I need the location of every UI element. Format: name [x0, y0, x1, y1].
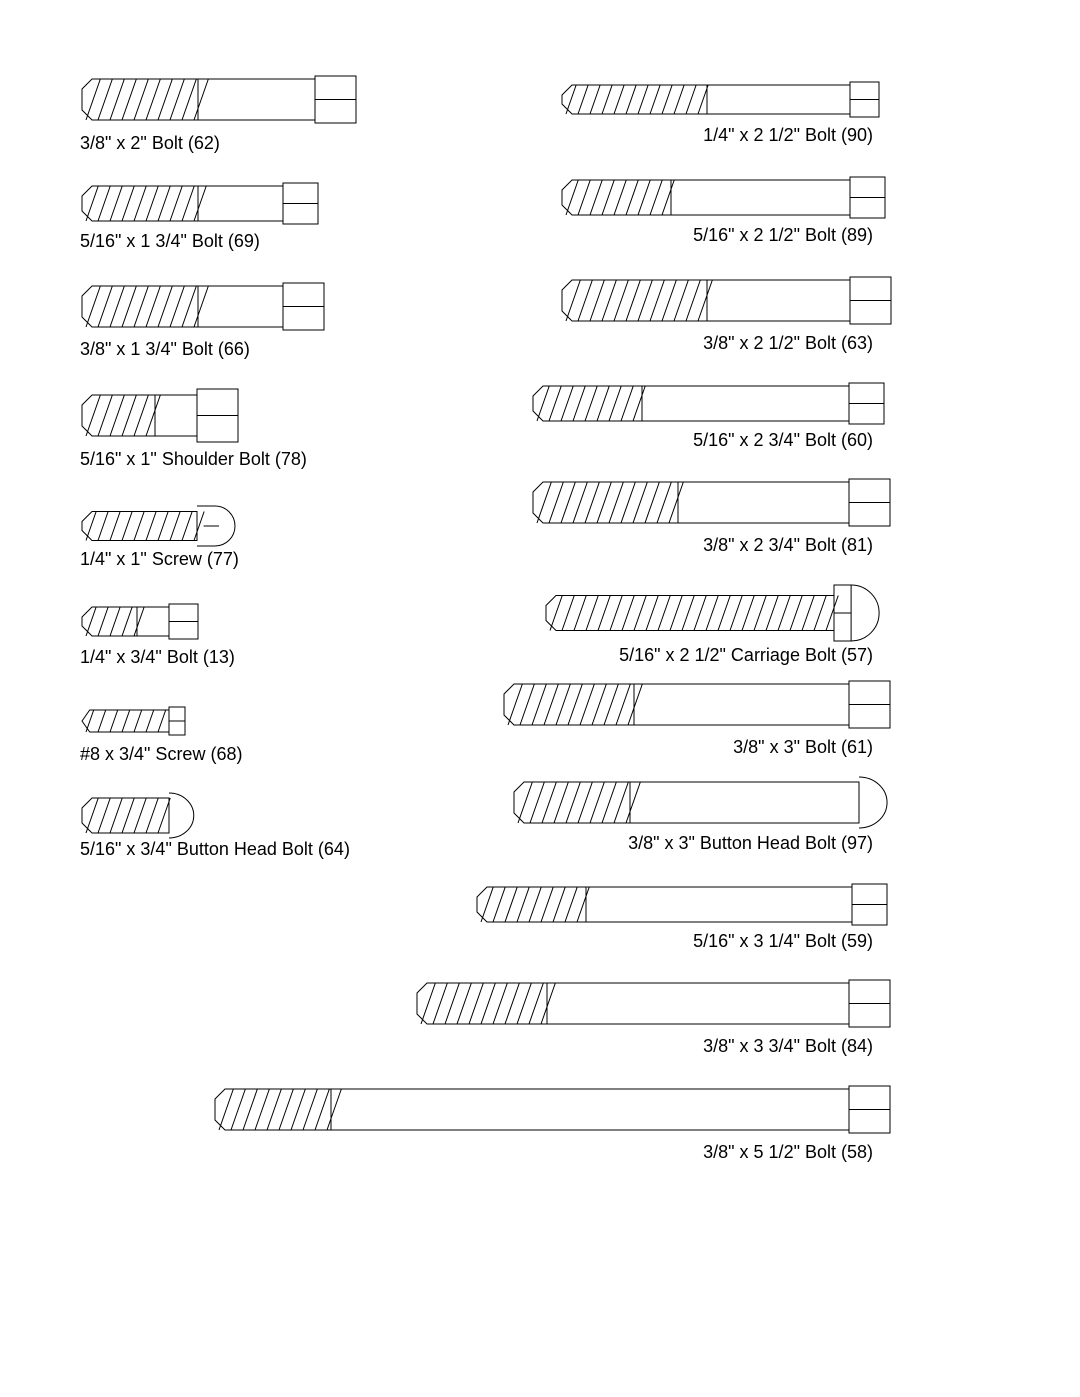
bolt-diagram-b61 [502, 679, 892, 735]
bolt-label-b97: 3/8" x 3" Button Head Bolt (97) [628, 833, 873, 854]
bolt-diagram-b60 [531, 381, 886, 431]
bolt-diagram-b90 [560, 80, 881, 124]
bolt-diagram-b66 [80, 281, 326, 337]
bolt-label-b81: 3/8" x 2 3/4" Bolt (81) [703, 535, 873, 556]
bolt-label-b69: 5/16" x 1 3/4" Bolt (69) [80, 231, 260, 252]
bolt-label-b89: 5/16" x 2 1/2" Bolt (89) [693, 225, 873, 246]
bolt-label-b13: 1/4" x 3/4" Bolt (13) [80, 647, 235, 668]
bolt-label-b90: 1/4" x 2 1/2" Bolt (90) [703, 125, 873, 146]
bolt-label-b77: 1/4" x 1" Screw (77) [80, 549, 239, 570]
hardware-chart: 3/8" x 2" Bolt (62) 5/16" x 1 3/4" Bolt (… [0, 0, 1080, 1397]
bolt-diagram-b58 [213, 1084, 892, 1140]
bolt-label-b63: 3/8" x 2 1/2" Bolt (63) [703, 333, 873, 354]
bolt-diagram-b63 [560, 275, 893, 331]
bolt-diagram-b13 [80, 602, 200, 646]
bolt-diagram-b57 [544, 583, 874, 648]
bolt-diagram-b89 [560, 175, 887, 225]
bolt-label-b84: 3/8" x 3 3/4" Bolt (84) [703, 1036, 873, 1057]
bolt-diagram-b59 [475, 882, 889, 932]
bolt-diagram-b97 [512, 775, 888, 835]
bolt-diagram-b64 [80, 791, 193, 845]
bolt-label-b59: 5/16" x 3 1/4" Bolt (59) [693, 931, 873, 952]
bolt-label-b68: #8 x 3/4" Screw (68) [80, 744, 242, 765]
bolt-diagram-b69 [80, 181, 320, 231]
bolt-diagram-b81 [531, 477, 892, 533]
bolt-diagram-b84 [415, 978, 892, 1034]
bolt-label-b64: 5/16" x 3/4" Button Head Bolt (64) [80, 839, 350, 860]
bolt-label-b58: 3/8" x 5 1/2" Bolt (58) [703, 1142, 873, 1163]
bolt-label-b66: 3/8" x 1 3/4" Bolt (66) [80, 339, 250, 360]
bolt-diagram-b68 [80, 705, 187, 742]
bolt-label-b78: 5/16" x 1" Shoulder Bolt (78) [80, 449, 307, 470]
bolt-label-b57: 5/16" x 2 1/2" Carriage Bolt (57) [619, 645, 873, 666]
bolt-label-b60: 5/16" x 2 3/4" Bolt (60) [693, 430, 873, 451]
bolt-diagram-b77 [80, 504, 221, 553]
bolt-diagram-b62 [80, 74, 358, 130]
bolt-label-b61: 3/8" x 3" Bolt (61) [733, 737, 873, 758]
bolt-diagram-b78 [80, 387, 240, 449]
bolt-label-b62: 3/8" x 2" Bolt (62) [80, 133, 220, 154]
